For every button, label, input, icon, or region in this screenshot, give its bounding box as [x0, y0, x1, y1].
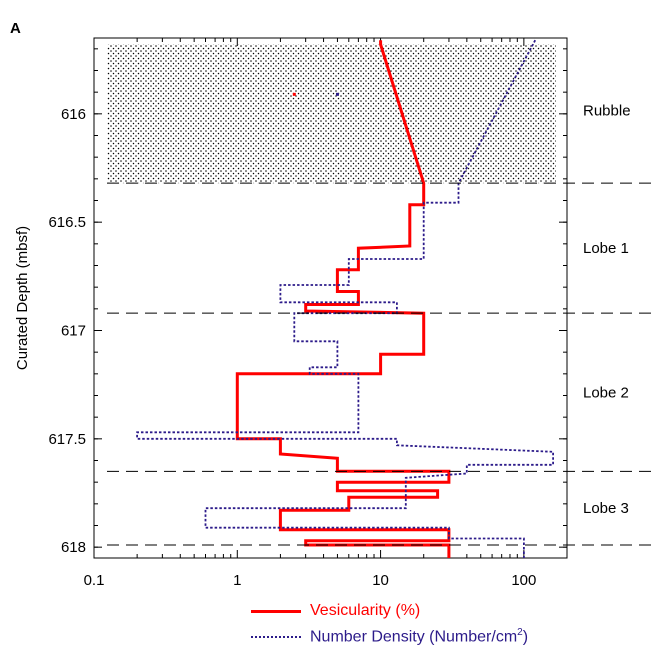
y-tick-label: 616: [61, 106, 86, 123]
y-tick-label: 617: [61, 323, 86, 340]
x-tick-label: 10: [372, 572, 389, 589]
y-tick-label: 616.5: [48, 214, 86, 231]
legend-label-vesicularity: Vesicularity (%): [310, 602, 421, 619]
density-line: [136, 39, 554, 558]
unit-label: Lobe 1: [583, 240, 629, 257]
unit-label: Rubble: [583, 103, 631, 120]
legend-swatch-vesicularity: [251, 609, 301, 613]
legend-density-text: Number Density (Number/cm: [310, 628, 518, 646]
unit-label: Lobe 3: [583, 500, 629, 517]
plot-frame: [93, 37, 568, 559]
unit-label: Lobe 2: [583, 384, 629, 401]
y-tick-label: 617.5: [48, 431, 86, 448]
legend-item-density: Number Density (Number/cm2): [251, 624, 528, 650]
legend-density-sup: 2: [517, 627, 523, 639]
x-tick-label: 1: [233, 572, 241, 589]
data-point: [292, 92, 296, 96]
x-tick-label: 100: [511, 572, 536, 589]
y-tick-label: 618: [61, 539, 86, 556]
data-point: [335, 92, 339, 96]
legend-label-density: Number Density (Number/cm2): [310, 627, 528, 646]
legend-density-suffix: ): [522, 628, 529, 646]
y-axis-label: Curated Depth (mbsf): [14, 226, 31, 370]
legend-item-vesicularity: Vesicularity (%): [251, 598, 528, 624]
legend-swatch-density: [251, 636, 301, 638]
x-tick-label: 0.1: [84, 572, 105, 589]
panel-label: A: [10, 20, 21, 37]
legend: Vesicularity (%) Number Density (Number/…: [251, 598, 528, 650]
rubble-fill: [107, 44, 556, 184]
